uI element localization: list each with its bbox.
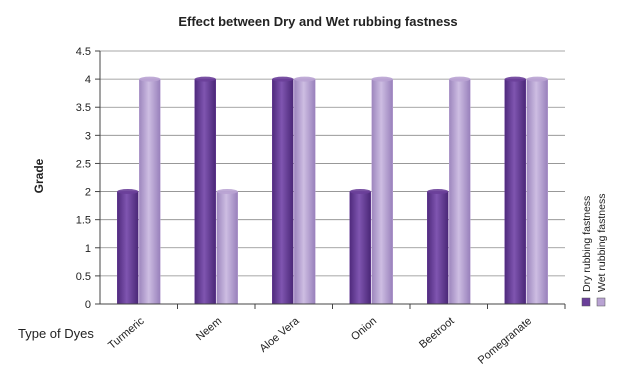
x-axis-label: Type of Dyes: [18, 326, 94, 341]
y-tick-label: 0.5: [76, 271, 91, 283]
x-tick-label: Beetroot: [417, 315, 457, 351]
x-tick-label: Pomegranate: [476, 315, 534, 367]
bar-wet-pomegranate: [526, 78, 548, 305]
y-tick-label: 4: [85, 74, 91, 86]
chart-title: Effect between Dry and Wet rubbing fastn…: [178, 14, 457, 29]
legend: Dry rubbing fastness Wet rubbing fastness: [581, 194, 608, 307]
legend-swatch: [581, 297, 591, 307]
y-tick-label: 4.5: [76, 46, 91, 58]
y-tick-label: 0: [85, 299, 91, 311]
bar-cap: [194, 76, 216, 82]
legend-label: Wet rubbing fastness: [596, 194, 608, 292]
bar-cap: [349, 189, 371, 195]
bar-dry-aloe-vera: [272, 78, 294, 305]
x-tick-label: Onion: [349, 315, 379, 343]
y-tick-label: 3.5: [76, 102, 91, 114]
legend-label: Dry rubbing fastness: [581, 196, 593, 292]
y-tick-label: 2.5: [76, 158, 91, 170]
bar-dry-onion: [349, 191, 371, 305]
x-tick-label: Neem: [194, 315, 224, 343]
bar-cap: [371, 76, 393, 82]
bar-cap: [504, 76, 526, 82]
bars: [117, 76, 548, 305]
bar-cap: [272, 76, 294, 82]
bar-dry-neem: [194, 78, 216, 305]
bar-wet-onion: [371, 78, 393, 305]
y-tick-label: 2: [85, 187, 91, 199]
bar-wet-beetroot: [449, 78, 471, 305]
bar-cap: [526, 76, 548, 82]
bar-cap: [294, 76, 316, 82]
y-axis-label: Grade: [32, 158, 46, 193]
bar-wet-aloe-vera: [294, 78, 316, 305]
bar-cap: [139, 76, 161, 82]
bar-wet-turmeric: [139, 78, 161, 305]
bar-cap: [427, 189, 449, 195]
bar-cap: [117, 189, 139, 195]
bar-dry-turmeric: [117, 191, 139, 305]
bar-wet-neem: [216, 191, 238, 305]
bar-cap: [216, 189, 238, 195]
x-tick-label: Turmeric: [106, 315, 147, 352]
y-tick-label: 1: [85, 243, 91, 255]
y-tick-label: 3: [85, 130, 91, 142]
bar-cap: [449, 76, 471, 82]
bar-dry-pomegranate: [504, 78, 526, 305]
y-tick-label: 1.5: [76, 215, 91, 227]
bar-dry-beetroot: [427, 191, 449, 305]
grid: [100, 50, 565, 305]
legend-swatch: [596, 297, 606, 307]
x-tick-label: Aloe Vera: [257, 315, 302, 355]
